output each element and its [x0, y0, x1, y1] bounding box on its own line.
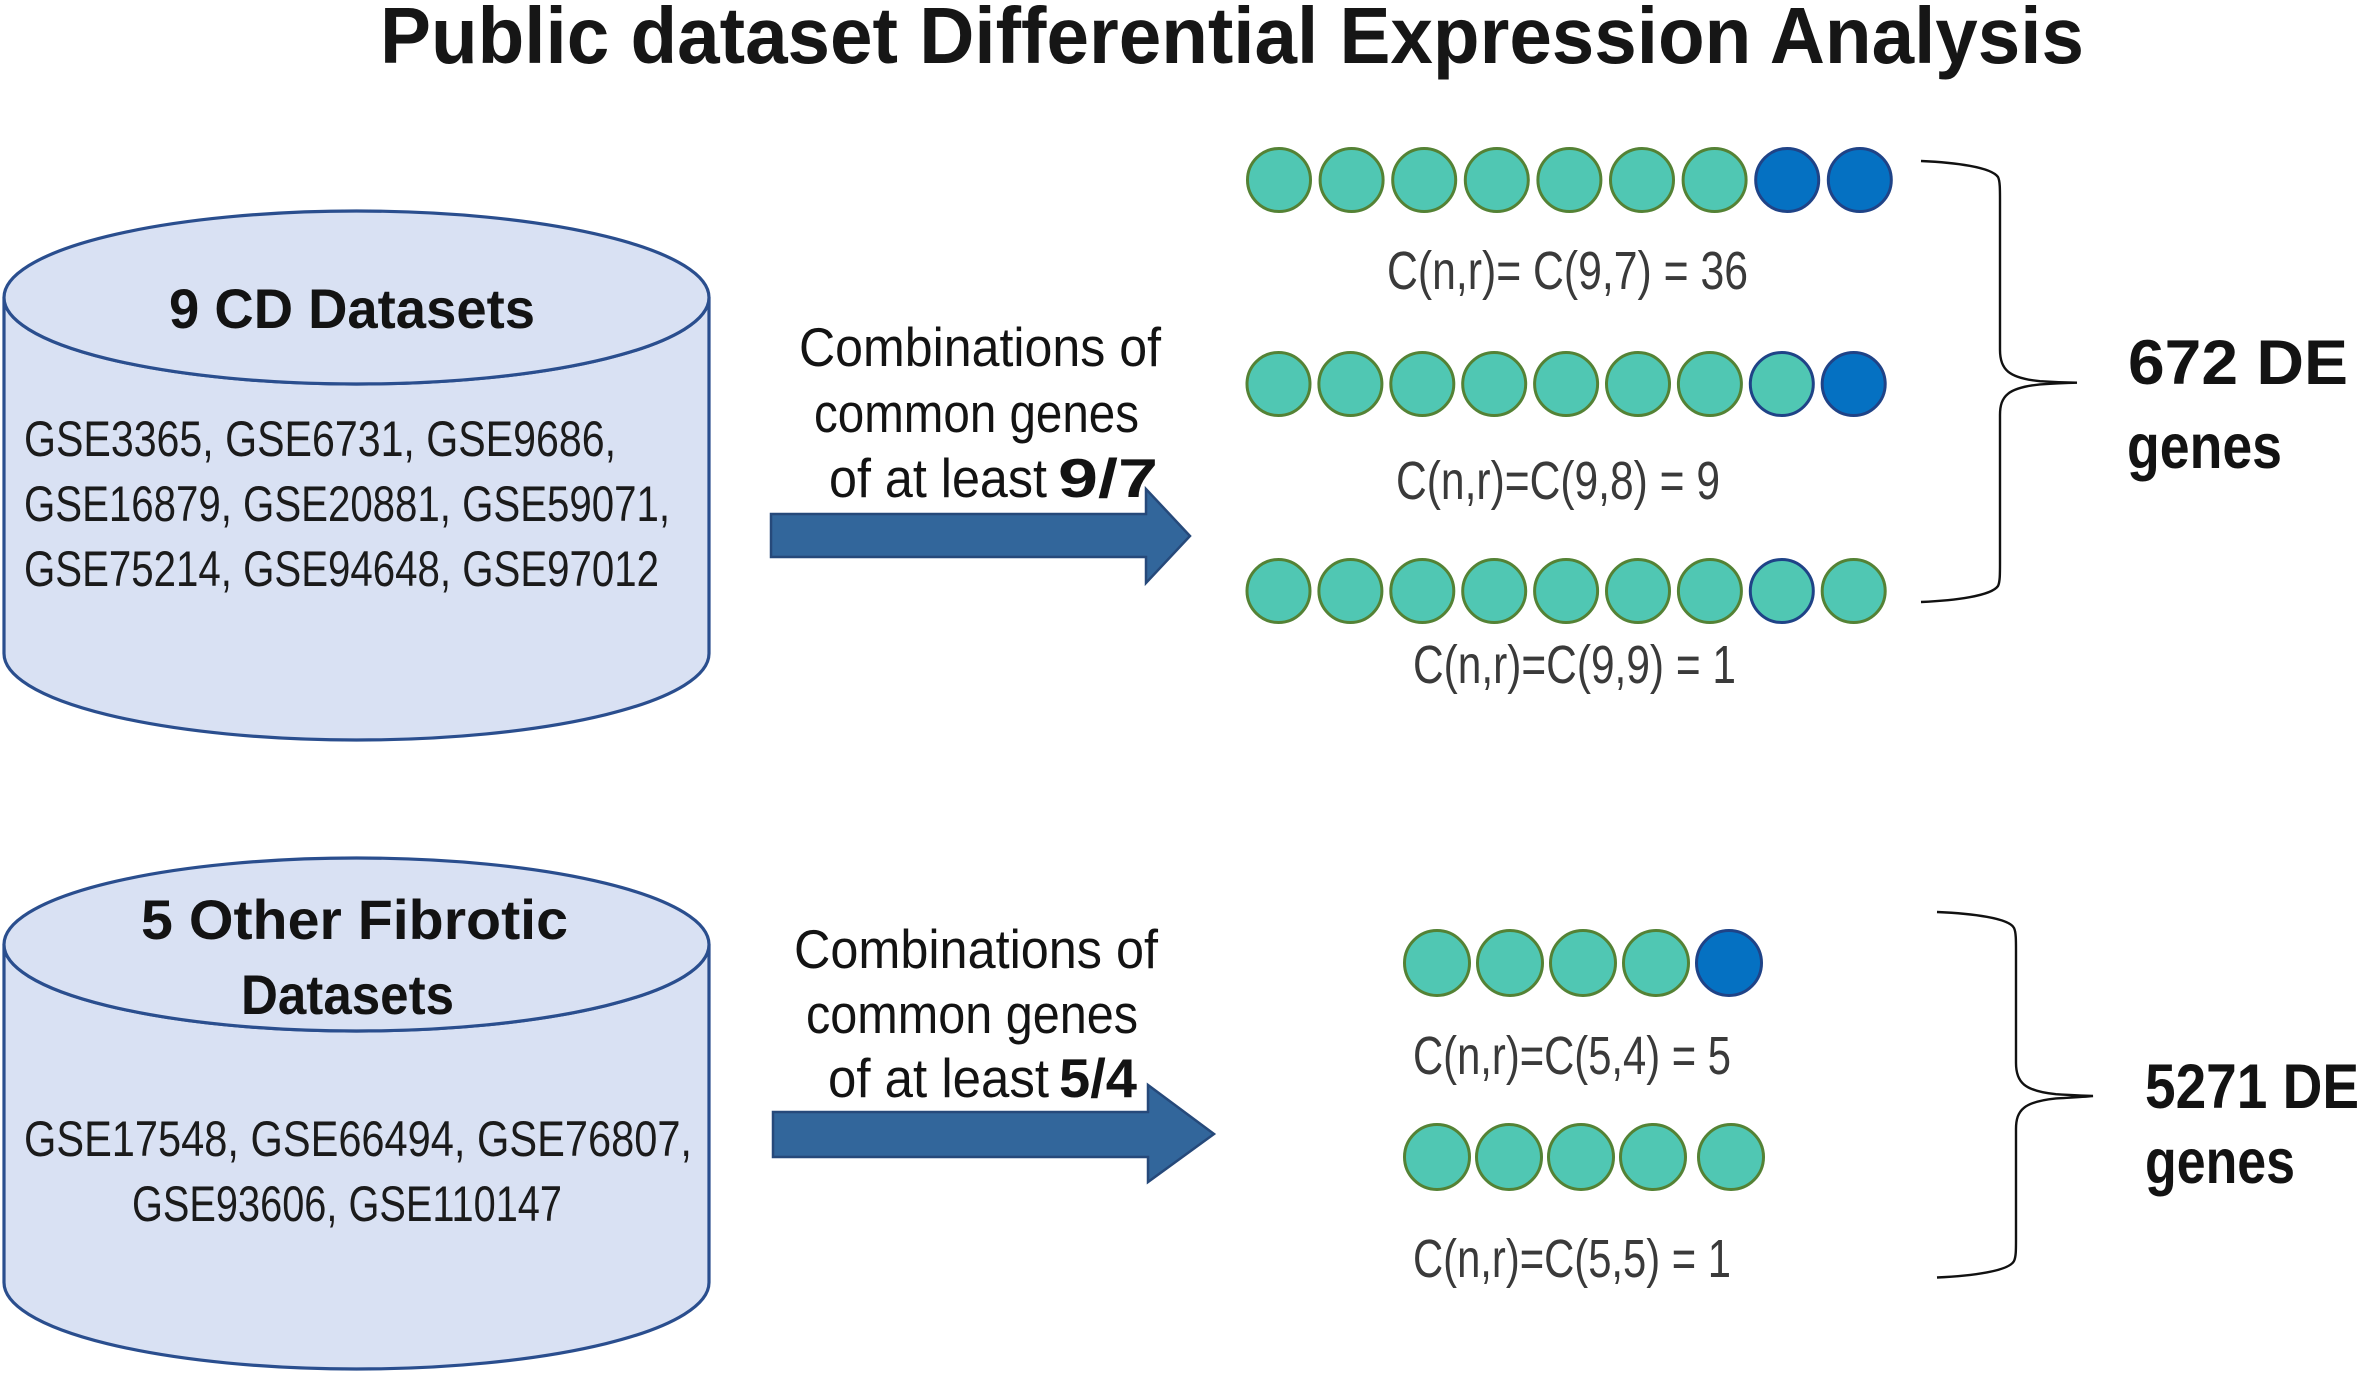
- svg-text:Combinations of: Combinations of: [794, 918, 1159, 980]
- svg-text:of at least: of at least: [829, 447, 1047, 509]
- svg-text:9/7: 9/7: [1058, 447, 1158, 509]
- svg-text:9 CD Datasets: 9 CD Datasets: [169, 277, 535, 340]
- svg-text:genes: genes: [2127, 412, 2282, 482]
- svg-text:GSE3365, GSE6731, GSE9686,: GSE3365, GSE6731, GSE9686,: [24, 411, 616, 467]
- svg-text:C(n,r)=C(5,5) = 1: C(n,r)=C(5,5) = 1: [1413, 1229, 1731, 1289]
- svg-text:C(n,r)=C(9,9) = 1: C(n,r)=C(9,9) = 1: [1413, 635, 1736, 695]
- svg-text:GSE16879, GSE20881, GSE59071,: GSE16879, GSE20881, GSE59071,: [24, 476, 670, 532]
- svg-text:5 Other Fibrotic: 5 Other Fibrotic: [141, 888, 568, 951]
- svg-text:Datasets: Datasets: [241, 963, 454, 1026]
- svg-text:of at least: of at least: [828, 1047, 1049, 1109]
- svg-text:672 DE: 672 DE: [2128, 328, 2348, 398]
- svg-text:GSE93606, GSE110147: GSE93606, GSE110147: [132, 1176, 562, 1232]
- svg-text:GSE17548, GSE66494, GSE76807,: GSE17548, GSE66494, GSE76807,: [24, 1111, 692, 1167]
- svg-text:5/4: 5/4: [1059, 1047, 1137, 1109]
- svg-text:genes: genes: [2145, 1127, 2295, 1197]
- svg-text:GSE75214, GSE94648, GSE97012: GSE75214, GSE94648, GSE97012: [24, 541, 659, 597]
- svg-text:C(n,r)=C(9,8) = 9: C(n,r)=C(9,8) = 9: [1396, 451, 1720, 511]
- svg-text:common genes: common genes: [806, 983, 1138, 1045]
- svg-text:Combinations of: Combinations of: [799, 316, 1162, 378]
- svg-text:Public dataset Differential Ex: Public dataset Differential Expression A…: [380, 0, 2084, 80]
- svg-text:common genes: common genes: [814, 382, 1139, 444]
- svg-text:C(n,r)= C(9,7) = 36: C(n,r)= C(9,7) = 36: [1387, 241, 1748, 301]
- svg-text:5271 DE: 5271 DE: [2145, 1052, 2359, 1122]
- svg-text:C(n,r)=C(5,4) = 5: C(n,r)=C(5,4) = 5: [1413, 1026, 1731, 1086]
